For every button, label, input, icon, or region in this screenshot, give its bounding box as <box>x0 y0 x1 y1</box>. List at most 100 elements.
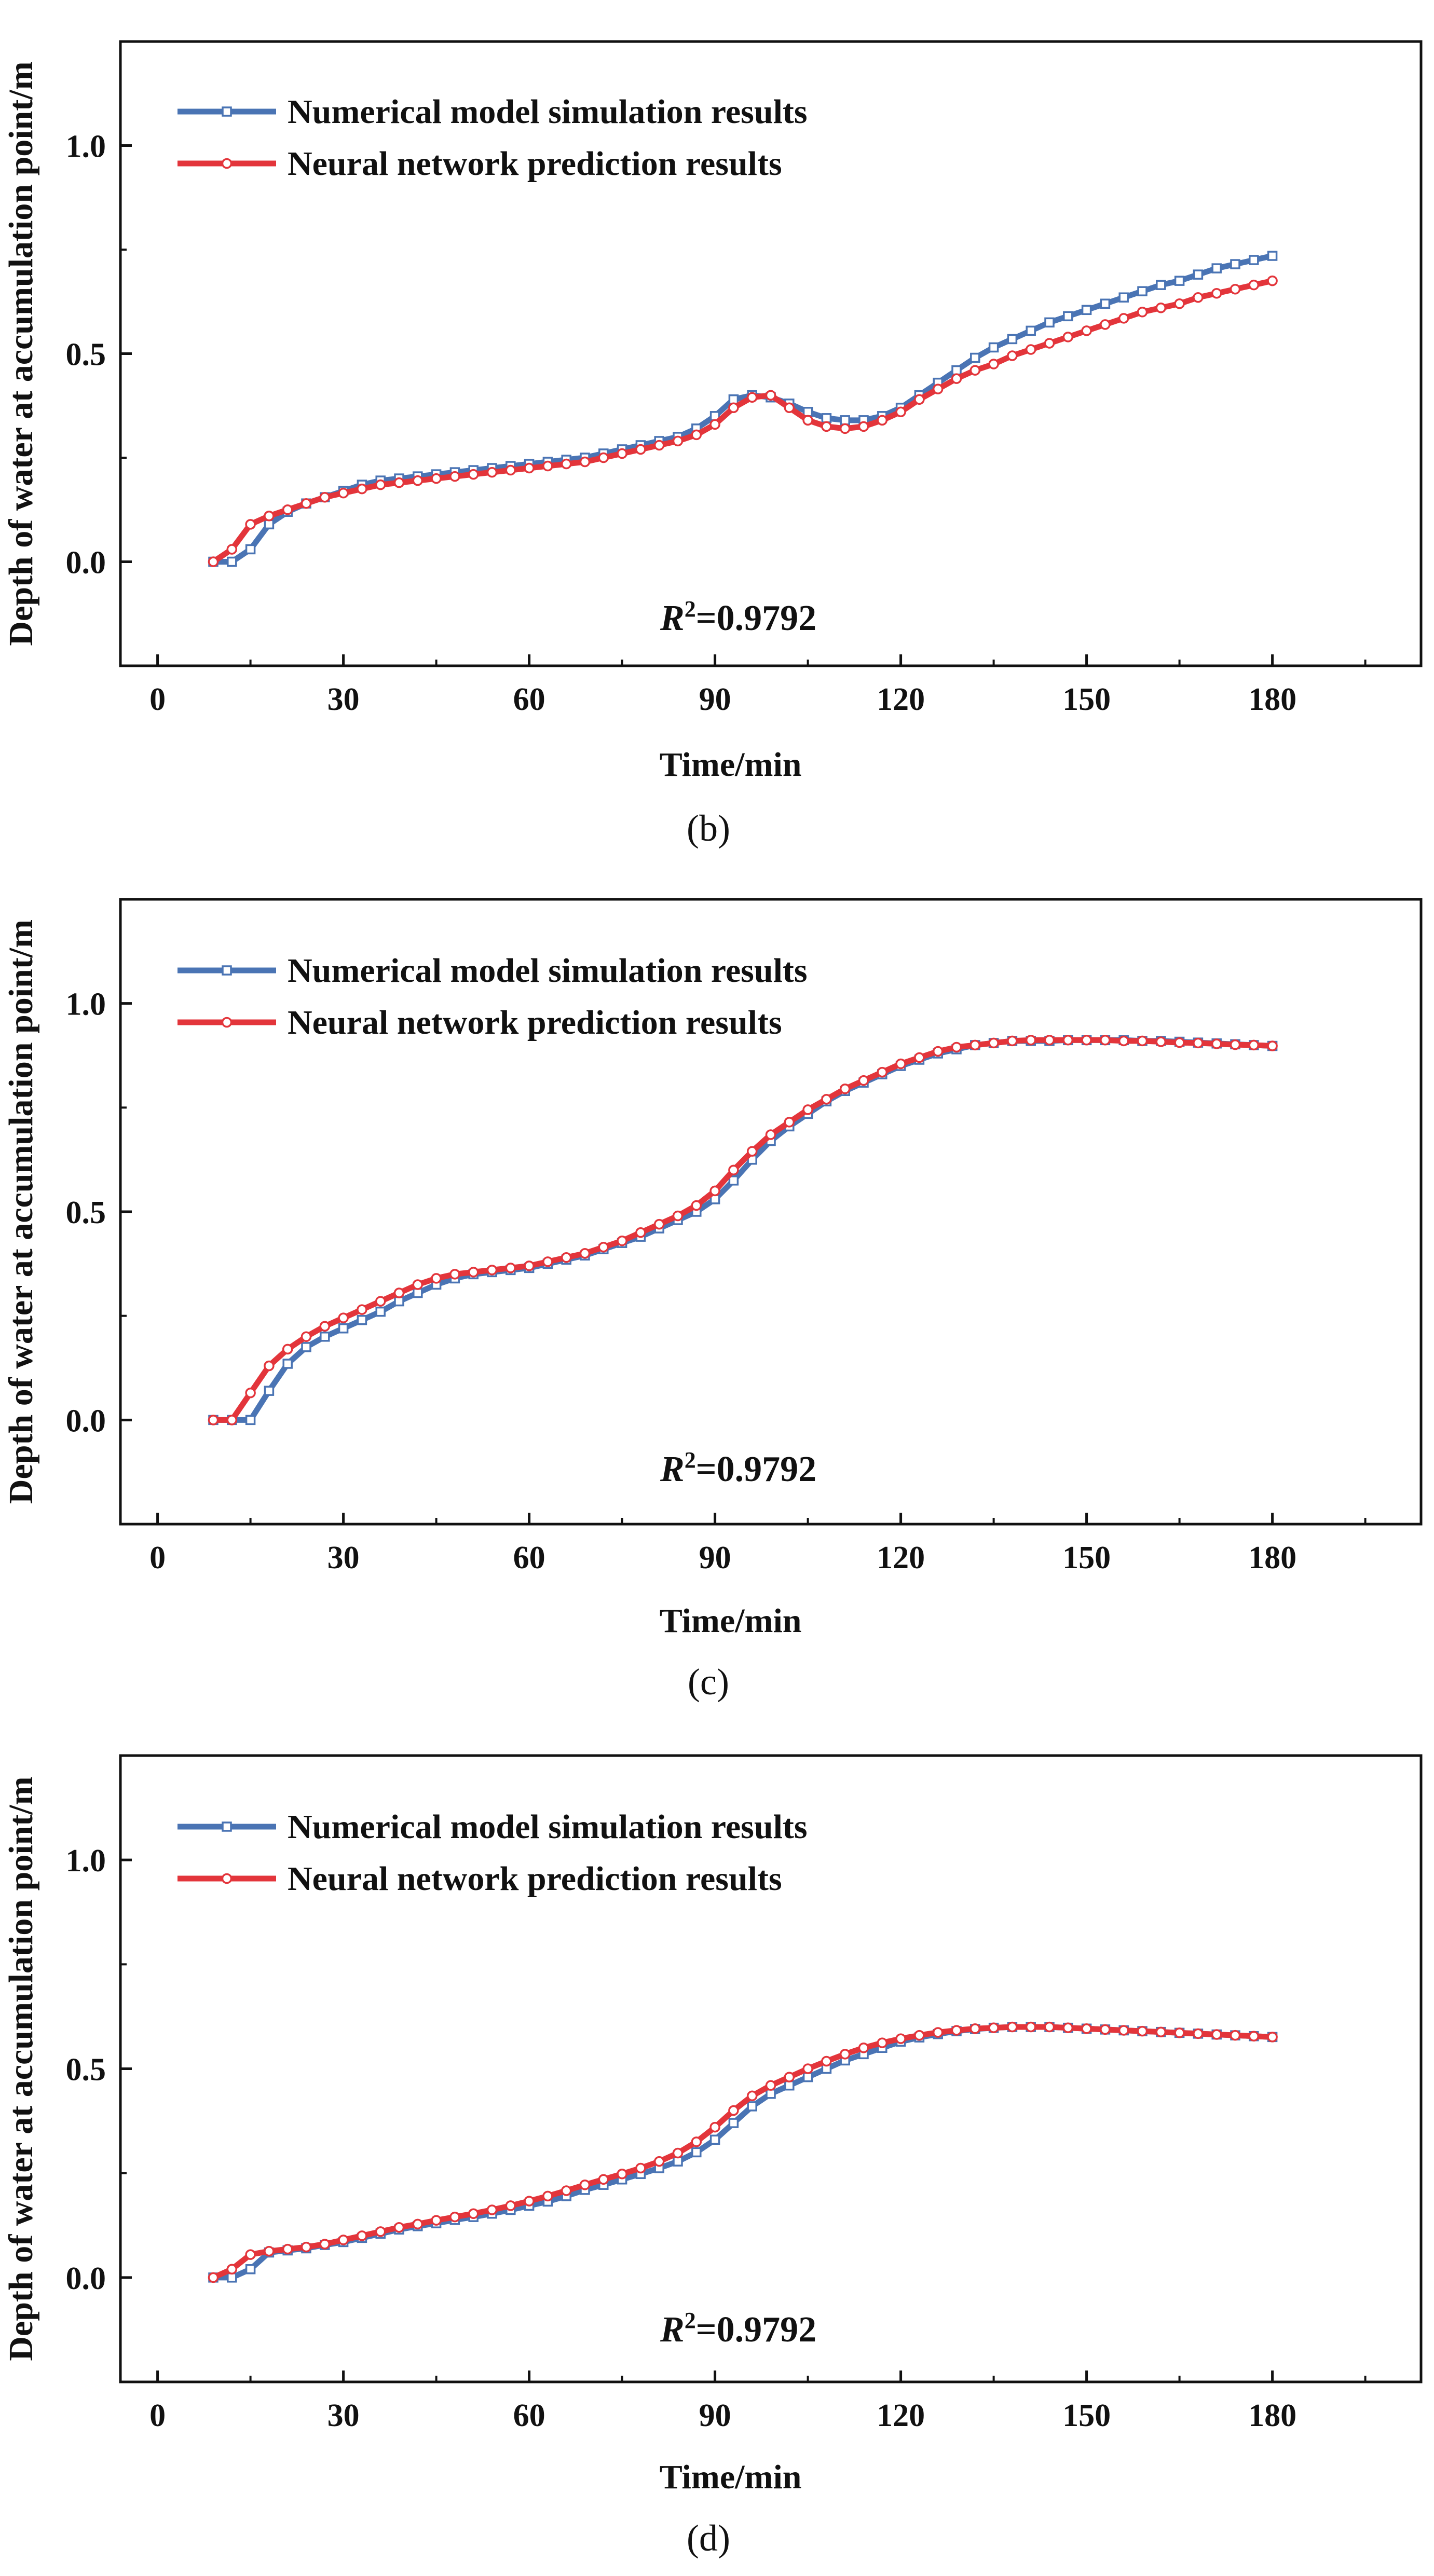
r-squared-superscript: 2 <box>685 1447 696 1473</box>
prediction-point <box>598 1241 609 1253</box>
prediction-point <box>542 2190 553 2202</box>
prediction-point <box>839 423 851 434</box>
prediction-point <box>691 1200 702 1211</box>
prediction-point <box>208 1415 219 1426</box>
simulation-point <box>1267 251 1278 261</box>
prediction-point <box>264 2245 275 2257</box>
simulation-point <box>1230 259 1240 269</box>
prediction-point <box>486 1265 498 1276</box>
simulation-point <box>264 1386 275 1396</box>
prediction-point <box>672 1210 684 1222</box>
prediction-point <box>1044 2021 1055 2033</box>
x-tick-label: 60 <box>513 1540 545 1575</box>
prediction-point <box>208 556 219 567</box>
panel-caption: (c) <box>688 1661 729 1703</box>
simulation-point <box>1044 317 1055 328</box>
prediction-series-line <box>212 2024 1273 2280</box>
x-tick-label: 120 <box>877 682 925 717</box>
simulation-point <box>1100 298 1111 309</box>
prediction-point <box>951 1042 962 1053</box>
prediction-point <box>858 1075 869 1086</box>
prediction-point <box>226 544 238 555</box>
prediction-point <box>1137 307 1148 318</box>
prediction-point <box>1100 319 1111 330</box>
prediction-point <box>1174 298 1185 309</box>
r-squared-superscript: 2 <box>685 596 696 622</box>
prediction-point <box>319 491 331 503</box>
prediction-point <box>338 487 349 499</box>
prediction-point <box>579 1248 591 1259</box>
simulation-point <box>264 519 275 530</box>
prediction-point <box>784 402 795 414</box>
simulation-point <box>728 394 739 405</box>
simulation-point <box>245 1415 256 1426</box>
prediction-point <box>1044 338 1055 349</box>
simulation-point <box>802 2072 813 2082</box>
prediction-point <box>1025 1035 1036 1046</box>
plot-frame <box>119 40 1423 667</box>
simulation-point <box>673 2156 683 2167</box>
simulation-point <box>951 365 962 376</box>
prediction-point <box>951 373 962 384</box>
simulation-series-line <box>213 253 1273 565</box>
plot-frame <box>119 1754 1423 2383</box>
r-squared-symbol: R <box>660 1449 685 1489</box>
simulation-point <box>227 2272 237 2283</box>
simulation-point <box>1174 276 1185 286</box>
prediction-point <box>932 1046 944 1057</box>
prediction-point <box>282 2243 293 2255</box>
legend-prediction-marker <box>221 1873 233 1884</box>
prediction-point <box>226 1415 238 1426</box>
prediction-point <box>821 421 832 432</box>
prediction-point <box>1193 1037 1204 1049</box>
legend-simulation-label: Numerical model simulation results <box>288 1808 808 1846</box>
simulation-point <box>1156 280 1166 290</box>
prediction-point <box>412 475 424 486</box>
prediction-point <box>1025 2021 1036 2033</box>
x-tick-label: 0 <box>149 682 166 717</box>
legend-prediction: Neural network prediction results <box>177 145 782 183</box>
prediction-point <box>1081 1035 1092 1046</box>
prediction-point <box>691 2136 702 2147</box>
prediction-point <box>1100 2024 1111 2035</box>
prediction-point <box>988 1037 999 1049</box>
legend-prediction-label: Neural network prediction results <box>288 1860 782 1898</box>
prediction-point <box>1267 275 1278 286</box>
legend-simulation-marker <box>222 106 232 117</box>
prediction-point <box>1174 2027 1185 2038</box>
prediction-point <box>301 498 312 509</box>
prediction-point <box>1248 279 1260 291</box>
prediction-point <box>301 2241 312 2253</box>
prediction-point <box>1062 2022 1074 2033</box>
prediction-point <box>617 1235 627 1246</box>
y-tick-label: 0.0 <box>66 2261 106 2296</box>
prediction-point <box>877 2037 888 2048</box>
simulation-point <box>802 407 813 417</box>
r-squared-annotation: R2=0.9792 <box>660 596 816 638</box>
prediction-point <box>505 1263 516 1273</box>
prediction-point <box>988 359 999 369</box>
x-tick-label: 150 <box>1062 1540 1111 1575</box>
prediction-point <box>895 2033 906 2044</box>
simulation-point <box>970 352 980 363</box>
legend-prediction-marker <box>221 158 233 169</box>
prediction-point <box>357 1304 367 1315</box>
prediction-point <box>1174 1037 1185 1048</box>
prediction-point <box>357 483 367 495</box>
prediction-point <box>226 2264 238 2274</box>
prediction-point <box>821 2056 832 2067</box>
simulation-point <box>375 1306 386 1317</box>
prediction-point <box>468 2208 479 2219</box>
prediction-point <box>338 1312 349 1323</box>
y-axis-title: Depth of water at accumulation point/m <box>2 920 40 1504</box>
simulation-point <box>413 1287 423 1298</box>
prediction-point <box>1137 2025 1148 2037</box>
chart-panel: 0 30 60 90 120 150 180 0.0 0.5 1.0 Time/min Depth o… <box>2 1754 1423 2559</box>
prediction-series-line <box>213 1037 1273 1423</box>
prediction-point <box>1230 2030 1241 2041</box>
prediction-point <box>1118 1035 1129 1047</box>
simulation-series-line <box>213 2024 1273 2281</box>
x-axis-title: Time/min <box>660 1602 802 1640</box>
x-tick-label: 0 <box>149 1540 166 1575</box>
legend-prediction-label: Neural network prediction results <box>288 145 782 183</box>
